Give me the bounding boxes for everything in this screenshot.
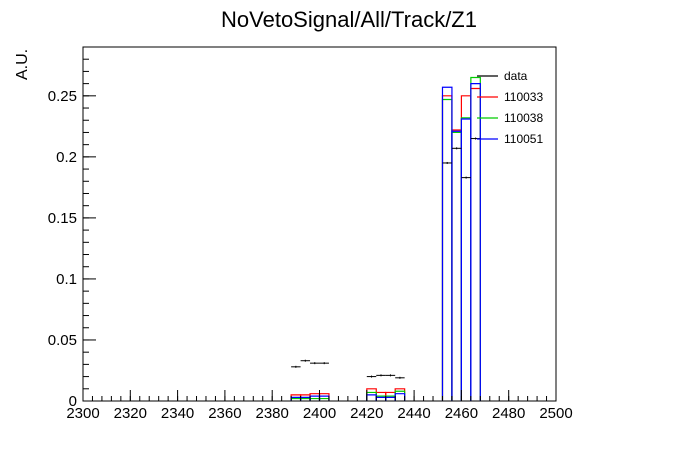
data-point <box>461 176 471 179</box>
histogram-bin <box>441 86 453 401</box>
histogram-bin <box>441 95 453 401</box>
histogram-bin <box>470 76 481 401</box>
data-point <box>451 147 462 150</box>
legend-entry-110033: 110033 <box>477 90 543 104</box>
histogram-bin <box>375 396 387 401</box>
histogram-bin <box>451 130 462 401</box>
y-tick-label: 0.1 <box>56 271 77 288</box>
y-tick-label: 0.05 <box>48 332 77 349</box>
histogram-bin <box>366 391 377 401</box>
histogram-bin <box>441 98 453 401</box>
chart-title: NoVetoSignal/All/Track/Z1 <box>221 7 477 32</box>
x-tick-label: 2400 <box>303 405 336 422</box>
histogram-bin <box>375 391 387 401</box>
histogram-bin <box>290 396 302 401</box>
data-point <box>385 374 396 377</box>
x-tick-label: 2440 <box>397 405 430 422</box>
x-tick-label: 2380 <box>256 405 289 422</box>
histogram-bin <box>318 393 330 401</box>
x-tick-label: 2360 <box>208 405 241 422</box>
histogram-bin <box>470 87 481 401</box>
y-tick-label: 0.2 <box>56 149 77 166</box>
axes-layer: 2300 2320 2340 2360 2380 2400 2420 2440 2460 2480… <box>48 46 573 422</box>
legend-entry-data: data <box>477 69 528 83</box>
histogram-bin <box>460 117 472 401</box>
histogram-bin <box>394 393 406 401</box>
y-tick-label: 0.25 <box>48 88 77 105</box>
histogram-bin <box>385 396 396 401</box>
x-tick-label: 2340 <box>161 405 194 422</box>
data-point <box>291 365 301 368</box>
y-tick-label: 0.15 <box>48 210 77 227</box>
x-tick-label: 2460 <box>445 405 478 422</box>
histogram-bin <box>460 95 472 401</box>
x-tick-label: 2320 <box>114 405 147 422</box>
legend-entry-110051: 110051 <box>477 132 543 146</box>
histogram-bin <box>470 83 481 401</box>
data-point <box>319 362 329 365</box>
data-point <box>395 376 405 379</box>
x-tick-label: 2420 <box>350 405 383 422</box>
legend-label: data <box>504 69 528 83</box>
histogram-bin <box>366 394 377 401</box>
histogram-bin <box>394 388 406 401</box>
plot-frame <box>82 46 557 402</box>
x-tick-label: 2500 <box>539 405 572 422</box>
histogram-bin <box>299 394 311 401</box>
histogram-bin <box>451 131 462 401</box>
data-point <box>442 161 452 164</box>
x-tick-label: 2480 <box>492 405 525 422</box>
histogram-bin <box>299 396 311 401</box>
series-110051 <box>290 83 481 401</box>
legend-label: 110051 <box>504 132 543 146</box>
histogram-bin <box>451 129 462 401</box>
x-tick-label: 2300 <box>66 405 99 422</box>
y-axis-label: A.U. <box>14 49 31 80</box>
legend-entry-110038: 110038 <box>477 111 543 125</box>
legend-label: 110038 <box>504 111 543 125</box>
data-point <box>300 359 311 362</box>
histogram-bin <box>394 390 406 401</box>
plot-border <box>82 46 557 402</box>
data-point <box>310 362 320 365</box>
histogram-bin <box>460 118 472 401</box>
histogram-bin <box>309 393 321 401</box>
legend: data 110033 110038 110051 <box>477 69 543 146</box>
data-point <box>376 374 386 377</box>
y-tick-label: 0 <box>69 393 77 410</box>
data-point <box>366 375 377 378</box>
histogram-bin <box>385 391 396 401</box>
histogram-bin <box>290 394 302 401</box>
data-points-layer <box>291 137 481 379</box>
legend-label: 110033 <box>504 90 543 104</box>
series-layer <box>290 76 481 401</box>
